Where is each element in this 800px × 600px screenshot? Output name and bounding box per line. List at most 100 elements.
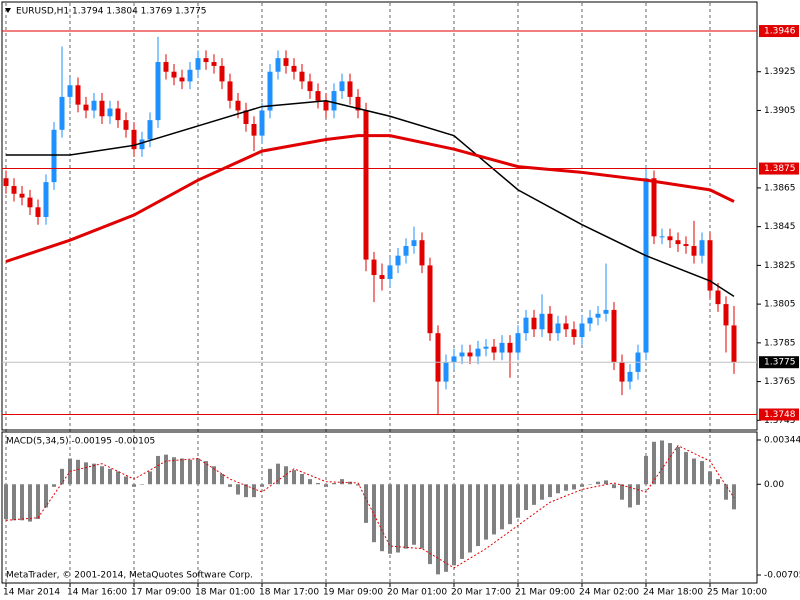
- candle-body: [619, 362, 625, 382]
- menu-arrow[interactable]: [5, 8, 11, 13]
- candle-body: [379, 275, 385, 279]
- candle-body: [203, 58, 209, 63]
- macd-bar: [228, 484, 232, 487]
- macd-pane: [1, 431, 758, 584]
- macd-bar: [124, 476, 128, 485]
- x-tick-label: 25 Mar 10:00: [707, 588, 767, 598]
- main-pane: [1, 1, 758, 431]
- macd-bar: [460, 484, 464, 559]
- candle-body: [395, 255, 401, 266]
- macd-bar: [276, 463, 280, 485]
- y-tick-label: 1.3825: [764, 261, 796, 271]
- x-tick-label: 18 Mar 01:00: [195, 588, 255, 598]
- candle-body: [187, 69, 193, 82]
- macd-bar: [52, 484, 56, 487]
- macd-bar: [556, 484, 560, 494]
- macd-bar: [252, 484, 256, 498]
- candle-body: [515, 333, 521, 353]
- macd-bar: [732, 484, 736, 510]
- candle-body: [259, 110, 265, 136]
- macd-bar: [500, 484, 504, 530]
- candle-body: [275, 58, 281, 72]
- y-tick-label: 1.3765: [764, 377, 796, 387]
- y-tick-label: 1.3745: [764, 416, 796, 426]
- candle-body: [155, 62, 161, 121]
- macd-bar: [532, 484, 536, 505]
- candle-body: [99, 100, 105, 117]
- candle-body: [539, 313, 545, 330]
- macd-bar: [268, 468, 272, 485]
- macd-bar: [380, 484, 384, 552]
- macd-bar: [604, 480, 608, 485]
- level-box: [759, 162, 799, 175]
- candle-body: [435, 333, 441, 382]
- macd-bar: [36, 484, 40, 520]
- macd-bar: [676, 446, 680, 485]
- macd-title: MACD(5,34,5) -0.00195 -0.00105: [6, 437, 155, 447]
- candle-body: [307, 81, 313, 92]
- candle-body: [123, 120, 129, 130]
- macd-bar: [116, 471, 120, 485]
- candle-body: [491, 346, 497, 353]
- candle-body: [411, 240, 417, 247]
- candle-body: [531, 317, 537, 330]
- macd-bar: [236, 484, 240, 495]
- candle-body: [163, 62, 169, 72]
- candle-body: [91, 100, 97, 111]
- macd-bar: [436, 484, 440, 575]
- macd-bar: [388, 484, 392, 554]
- candle-body: [3, 178, 9, 186]
- level-label: 1.3875: [764, 164, 796, 174]
- macd-bar: [60, 468, 64, 485]
- candle-body: [611, 309, 617, 363]
- level-label: 1.3946: [764, 27, 796, 37]
- level-label: 1.3748: [764, 410, 796, 420]
- macd-bar: [28, 484, 32, 522]
- macd-bar: [540, 484, 544, 500]
- candle-body: [707, 240, 713, 291]
- macd-bar: [452, 484, 456, 566]
- level-box: [759, 408, 799, 421]
- x-tick-label: 14 Mar 2014: [3, 588, 60, 598]
- candle-body: [331, 91, 337, 111]
- macd-bar: [100, 466, 104, 485]
- candle-body: [691, 246, 697, 256]
- macd-bar: [316, 482, 320, 485]
- macd-bar: [244, 484, 248, 498]
- macd-bar: [652, 441, 656, 485]
- candle-body: [315, 91, 321, 101]
- macd-bar: [188, 459, 192, 485]
- candle-body: [571, 329, 577, 338]
- candle-body: [355, 96, 361, 111]
- macd-bar: [724, 484, 728, 500]
- candle-body: [251, 124, 257, 136]
- candle-body: [651, 178, 657, 237]
- macd-bar: [684, 452, 688, 485]
- macd-bar: [324, 484, 328, 487]
- macd-bar: [580, 484, 584, 487]
- macd-bar: [156, 455, 160, 485]
- candle-body: [555, 323, 561, 334]
- macd-bar: [356, 484, 360, 486]
- candle-body: [595, 313, 601, 318]
- candle-body: [115, 108, 121, 121]
- moving-average: [6, 100, 735, 298]
- candle-body: [339, 81, 345, 92]
- candle-body: [603, 309, 609, 314]
- macd-bar: [212, 466, 216, 485]
- macd-bar: [508, 484, 512, 525]
- moving-average: [5, 134, 735, 263]
- x-tick-label: 24 Mar 02:00: [579, 588, 639, 598]
- macd-bar: [84, 462, 88, 485]
- candle-body: [139, 139, 145, 150]
- copyright: MetaTrader, © 2001-2014, MetaQuotes Soft…: [6, 571, 253, 581]
- x-tick-label: 20 Mar 17:00: [451, 588, 511, 598]
- macd-bar: [620, 484, 624, 500]
- macd-bar: [564, 484, 568, 491]
- macd-bar: [196, 458, 200, 485]
- candle-body: [59, 96, 65, 130]
- y-tick-label: -0.00705: [764, 571, 800, 581]
- candle-body: [371, 259, 377, 276]
- macd-bar: [468, 484, 472, 553]
- macd-bar: [140, 484, 144, 485]
